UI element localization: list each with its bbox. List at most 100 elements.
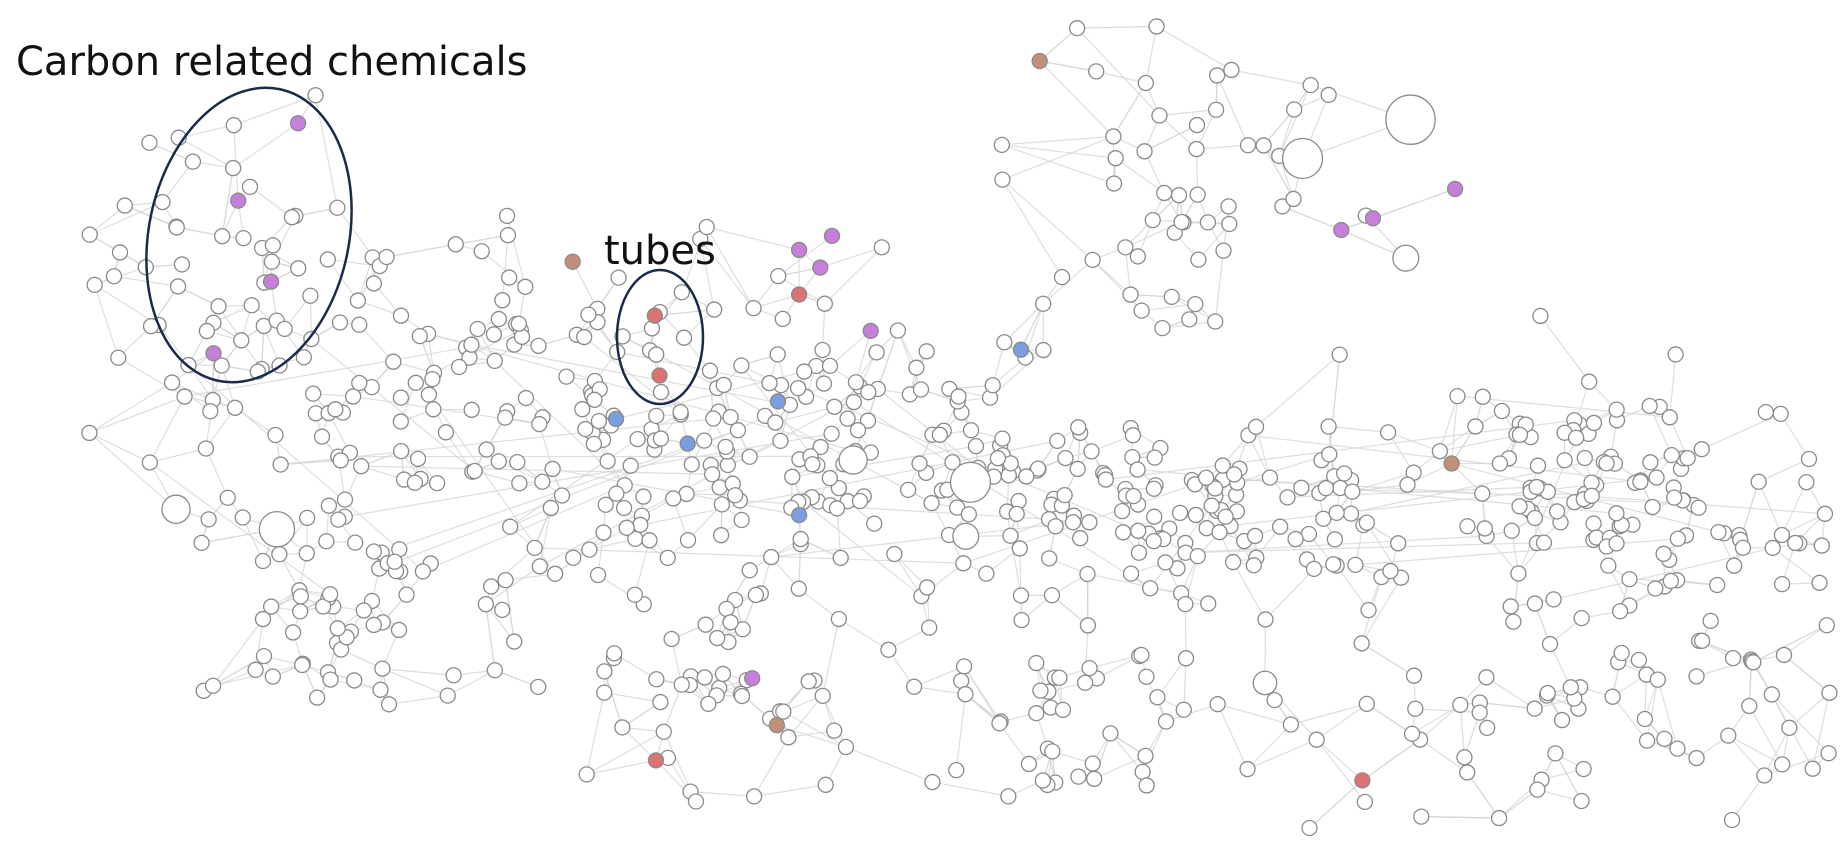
node: [747, 586, 765, 604]
edge: [838, 618, 889, 651]
node: [1151, 107, 1168, 124]
node: [1028, 705, 1045, 722]
node: [392, 413, 409, 430]
node: [1656, 730, 1673, 748]
node: [414, 563, 432, 580]
node: [1032, 682, 1049, 699]
node: [1266, 692, 1283, 709]
node: [509, 453, 526, 471]
node: [1302, 76, 1319, 94]
edge: [481, 250, 526, 288]
node: [1083, 443, 1100, 460]
edge: [184, 346, 467, 398]
node: [1187, 295, 1204, 313]
edge: [1727, 735, 1765, 776]
edge: [1105, 419, 1575, 481]
node: [774, 310, 791, 328]
node: [1043, 587, 1061, 604]
node: [1211, 524, 1228, 541]
node: [534, 473, 551, 490]
edge: [1309, 779, 1363, 829]
node: [105, 268, 123, 285]
edge: [771, 521, 1074, 558]
node: [635, 488, 652, 505]
node: [1320, 418, 1337, 435]
node: [648, 407, 665, 425]
node: [761, 374, 778, 392]
node: [1011, 540, 1028, 557]
node: [531, 415, 548, 433]
node: [485, 326, 503, 343]
edge: [249, 186, 293, 218]
node: [733, 357, 750, 374]
edge: [1001, 135, 1114, 146]
node: [1413, 808, 1430, 825]
node: [1189, 547, 1206, 565]
node: [450, 358, 468, 376]
edge: [586, 692, 605, 775]
node: [1054, 701, 1072, 719]
node: [784, 468, 801, 485]
node: [1000, 788, 1017, 805]
node: [313, 428, 331, 445]
edge: [999, 722, 1030, 765]
edge: [1020, 303, 1044, 350]
edge: [829, 330, 872, 367]
node: [641, 532, 658, 549]
node: [154, 193, 171, 211]
node: [1491, 455, 1509, 472]
node: [284, 624, 302, 641]
edge: [1419, 704, 1461, 741]
edge: [1255, 426, 1271, 478]
node: [1301, 819, 1318, 837]
node: [679, 531, 697, 549]
node: [116, 197, 133, 214]
node: [665, 490, 682, 507]
node: [1328, 504, 1345, 521]
node: [1781, 719, 1798, 736]
node: [652, 384, 670, 401]
node: [1511, 426, 1529, 444]
node: [283, 209, 301, 226]
edge: [604, 692, 661, 703]
node: [1317, 480, 1335, 497]
edge: [955, 694, 967, 771]
edge: [232, 122, 299, 169]
node: [790, 286, 808, 303]
node: [1157, 554, 1174, 571]
node: [608, 485, 625, 502]
node: [1217, 508, 1234, 525]
node: [1028, 654, 1045, 672]
node: [1157, 713, 1175, 730]
node: [1333, 221, 1350, 239]
node: [1604, 688, 1621, 705]
node: [1049, 432, 1066, 450]
node: [1764, 539, 1781, 557]
node: [425, 401, 442, 418]
edge: [1783, 624, 1828, 656]
node: [483, 578, 500, 595]
node: [700, 695, 717, 713]
node: [1320, 86, 1337, 104]
node: [957, 686, 974, 703]
node: [1816, 505, 1834, 522]
node: [1287, 531, 1304, 548]
node: [1190, 251, 1207, 268]
node: [332, 452, 349, 469]
edge: [1748, 705, 1783, 765]
edge: [699, 238, 715, 310]
node: [996, 334, 1013, 351]
node: [1051, 669, 1068, 686]
node: [349, 292, 367, 309]
node: [1146, 508, 1163, 525]
node: [501, 269, 518, 286]
node: [271, 546, 288, 563]
node: [1142, 580, 1159, 597]
edge: [1539, 315, 1590, 383]
edge: [583, 336, 682, 415]
node: [1069, 460, 1086, 478]
node: [322, 671, 339, 688]
node: [1798, 474, 1815, 491]
node: [200, 511, 217, 528]
